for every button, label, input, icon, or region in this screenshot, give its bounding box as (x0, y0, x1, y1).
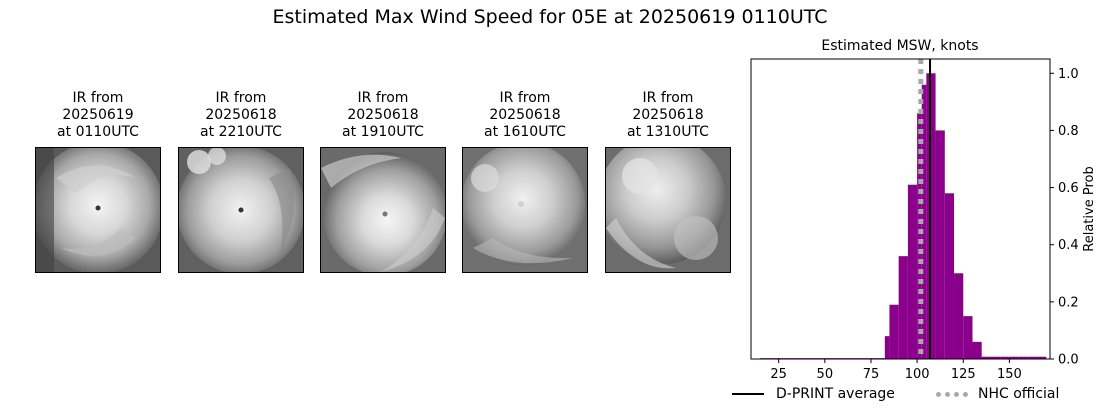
y-tick-label: 0.6 (1058, 181, 1079, 196)
histogram-bar (921, 84, 927, 359)
histogram-bar (990, 356, 1001, 359)
ir-satellite-image (605, 147, 731, 273)
y-tick-label: 0.2 (1058, 295, 1079, 310)
histogram-bar (1000, 356, 1010, 359)
ir-panel-5: IR from 20250618 at 1310UTC (605, 90, 731, 273)
histogram-bar (1037, 356, 1047, 359)
legend-item-nhc: NHC official (936, 386, 1059, 402)
ir-panel-2: IR from 20250618 at 2210UTC (178, 90, 304, 273)
y-tick-label: 0.4 (1058, 238, 1079, 253)
histogram-bar (1018, 356, 1028, 359)
histogram-bar (981, 356, 991, 359)
ir-satellite-image (35, 147, 161, 273)
histogram-bar (1009, 356, 1019, 359)
y-axis-label: Relative Prob (1082, 166, 1097, 251)
ir-satellite-image (462, 147, 588, 273)
ir-title-date: 20250618 (205, 107, 277, 123)
x-tick-label: 25 (770, 367, 787, 382)
ir-panel-title: IR from 20250619 at 0110UTC (35, 90, 161, 144)
histogram-bar (917, 113, 922, 360)
histogram-bar (935, 130, 945, 359)
ir-panel-4: IR from 20250618 at 1610UTC (462, 90, 588, 273)
y-tick-label: 0.0 (1058, 353, 1079, 368)
ir-satellite-image (320, 147, 446, 273)
histogram-bar (944, 193, 955, 359)
ir-panel-title: IR from 20250618 at 1910UTC (320, 90, 446, 144)
chart-title: Estimated MSW, knots (821, 38, 978, 54)
figure-title: Estimated Max Wind Speed for 05E at 2025… (272, 6, 828, 28)
histogram-bar (963, 316, 973, 359)
ir-panel-1: IR from 20250619 at 0110UTC (35, 90, 161, 273)
histogram-bar (889, 304, 899, 359)
y-tick-label: 1.0 (1058, 67, 1079, 82)
ir-title-date: 20250618 (489, 107, 561, 123)
histogram-bar (907, 184, 918, 359)
ir-panel-title: IR from 20250618 at 2210UTC (178, 90, 304, 144)
legend: D-PRINT average NHC official (728, 386, 1100, 408)
ir-title-line: IR from (357, 90, 409, 106)
y-tick-label: 0.8 (1058, 124, 1079, 139)
x-tick-label: 75 (863, 367, 880, 382)
legend-line-dotted-icon (936, 391, 968, 397)
ir-title-line: IR from (72, 90, 124, 106)
histogram-bar (954, 273, 964, 359)
histogram-bar (898, 256, 908, 359)
ir-satellite-image (178, 147, 304, 273)
legend-label-nhc: NHC official (978, 386, 1060, 402)
ir-panel-title: IR from 20250618 at 1310UTC (605, 90, 731, 144)
histogram-bar (884, 336, 890, 359)
plot-frame (750, 58, 1051, 360)
ir-title-time: at 1910UTC (342, 124, 424, 140)
ir-title-time: at 1610UTC (484, 124, 566, 140)
ir-title-date: 20250618 (347, 107, 419, 123)
ir-title-line: IR from (215, 90, 267, 106)
ir-title-line: IR from (642, 90, 694, 106)
ir-title-time: at 2210UTC (200, 124, 282, 140)
x-tick-label: 150 (997, 367, 1022, 382)
x-tick-label: 125 (951, 367, 976, 382)
ir-title-date: 20250619 (62, 107, 134, 123)
ir-panel-title: IR from 20250618 at 1610UTC (462, 90, 588, 144)
legend-label-dprint: D-PRINT average (776, 386, 895, 402)
ir-title-date: 20250618 (632, 107, 704, 123)
ir-title-line: IR from (499, 90, 551, 106)
histogram-bar (972, 341, 982, 359)
ir-title-time: at 1310UTC (627, 124, 709, 140)
legend-line-solid-icon (732, 393, 764, 395)
histogram-bar (1027, 356, 1038, 359)
x-tick-label: 50 (817, 367, 834, 382)
x-tick-label: 100 (905, 367, 930, 382)
ir-title-time: at 0110UTC (57, 124, 139, 140)
ir-panel-3: IR from 20250618 at 1910UTC (320, 90, 446, 273)
legend-item-dprint: D-PRINT average (732, 386, 895, 402)
